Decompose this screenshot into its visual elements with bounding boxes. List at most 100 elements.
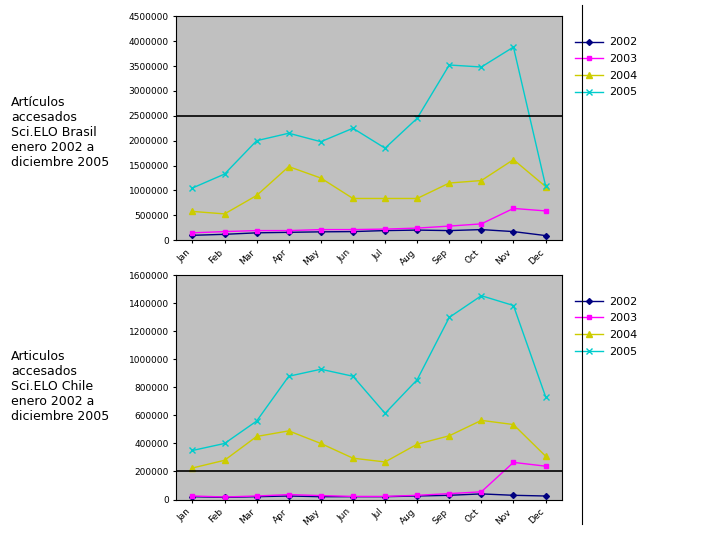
2005 [413, 115, 421, 122]
2003 [541, 463, 550, 469]
2005 [541, 393, 550, 400]
2002 [509, 228, 518, 235]
2005 [252, 138, 261, 144]
2003 [381, 226, 390, 232]
2005 [477, 293, 486, 299]
2002 [348, 494, 357, 500]
2003 [220, 494, 229, 500]
Legend: 2002, 2003, 2004, 2005: 2002, 2003, 2004, 2005 [571, 33, 642, 102]
2004 [541, 183, 550, 190]
2005 [188, 447, 197, 454]
2003 [188, 493, 197, 500]
2002 [188, 494, 197, 500]
2002 [509, 492, 518, 498]
2002 [445, 227, 454, 234]
2004 [188, 208, 197, 215]
2002 [220, 231, 229, 238]
2002 [381, 227, 390, 234]
Line: 2004: 2004 [189, 417, 549, 471]
2005 [445, 62, 454, 68]
2003 [284, 491, 293, 498]
Line: 2002: 2002 [190, 492, 548, 500]
2003 [413, 492, 421, 498]
2002 [477, 226, 486, 233]
Legend: 2002, 2003, 2004, 2005: 2002, 2003, 2004, 2005 [571, 292, 642, 361]
2004 [188, 465, 197, 471]
2005 [284, 130, 293, 137]
2005 [220, 440, 229, 447]
2005 [381, 410, 390, 416]
2003 [284, 227, 293, 234]
Text: Artículos
accesados
Sci.ELO Brasil
enero 2002 a
diciembre 2005: Artículos accesados Sci.ELO Brasil enero… [11, 96, 109, 169]
2003 [381, 493, 390, 500]
2002 [284, 229, 293, 235]
2002 [541, 232, 550, 239]
2004 [381, 195, 390, 202]
2004 [220, 211, 229, 217]
2002 [477, 491, 486, 497]
2004 [477, 417, 486, 423]
2002 [348, 228, 357, 235]
2002 [252, 494, 261, 500]
2003 [220, 228, 229, 235]
2004 [252, 433, 261, 440]
2002 [413, 493, 421, 500]
2004 [445, 180, 454, 186]
2002 [541, 493, 550, 500]
2004 [413, 441, 421, 448]
2003 [477, 221, 486, 227]
2003 [348, 493, 357, 500]
2004 [220, 457, 229, 463]
2003 [445, 223, 454, 230]
2002 [317, 494, 325, 500]
2004 [284, 428, 293, 434]
2002 [445, 492, 454, 498]
2005 [188, 185, 197, 191]
2005 [477, 64, 486, 70]
2005 [284, 373, 293, 380]
Line: 2002: 2002 [190, 227, 548, 238]
2005 [348, 373, 357, 380]
2004 [284, 164, 293, 170]
2005 [348, 125, 357, 131]
2004 [317, 175, 325, 181]
2004 [509, 157, 518, 163]
Line: 2005: 2005 [189, 44, 549, 192]
Line: 2005: 2005 [189, 292, 549, 454]
Line: 2003: 2003 [190, 460, 548, 499]
2004 [509, 421, 518, 428]
2003 [252, 227, 261, 234]
2005 [445, 314, 454, 321]
2003 [188, 230, 197, 236]
2004 [413, 195, 421, 202]
2004 [348, 195, 357, 202]
2005 [509, 302, 518, 309]
2003 [445, 490, 454, 497]
2003 [317, 492, 325, 499]
2003 [252, 493, 261, 500]
2005 [317, 366, 325, 373]
2004 [541, 453, 550, 460]
2005 [541, 183, 550, 189]
2005 [381, 145, 390, 151]
2004 [445, 433, 454, 439]
2004 [477, 177, 486, 184]
Line: 2003: 2003 [190, 206, 548, 235]
2003 [477, 489, 486, 495]
2003 [348, 226, 357, 233]
2004 [317, 440, 325, 447]
2002 [188, 232, 197, 239]
2005 [509, 44, 518, 50]
2004 [348, 455, 357, 461]
Line: 2004: 2004 [189, 157, 549, 217]
2002 [220, 494, 229, 501]
2002 [381, 494, 390, 500]
Text: Articulos
accesados
Sci.ELO Chile
enero 2002 a
diciembre 2005: Articulos accesados Sci.ELO Chile enero … [11, 349, 109, 423]
2002 [413, 227, 421, 233]
2003 [541, 208, 550, 214]
2005 [252, 418, 261, 424]
2002 [252, 230, 261, 236]
2004 [252, 192, 261, 199]
2005 [317, 138, 325, 145]
2003 [509, 205, 518, 212]
